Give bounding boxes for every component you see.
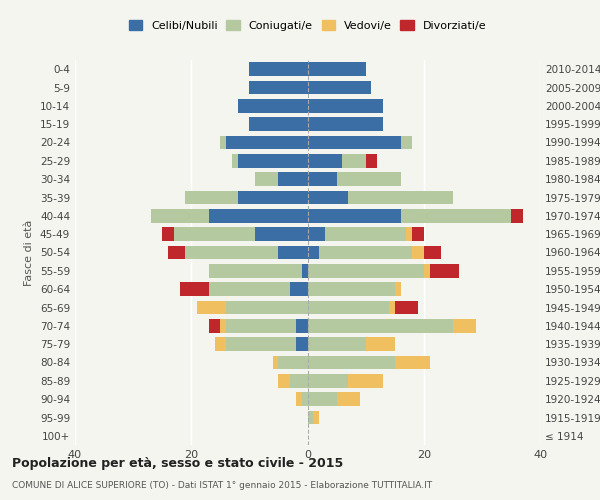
- Bar: [168, 246, 185, 260]
- Bar: [308, 62, 365, 76]
- Bar: [308, 356, 395, 370]
- Bar: [511, 209, 523, 222]
- Bar: [308, 136, 401, 149]
- Bar: [278, 172, 308, 186]
- Bar: [412, 246, 424, 260]
- Bar: [278, 374, 290, 388]
- Bar: [226, 300, 308, 314]
- Bar: [215, 338, 226, 351]
- Bar: [209, 264, 302, 278]
- Bar: [308, 154, 343, 168]
- Bar: [395, 282, 401, 296]
- Bar: [296, 319, 308, 332]
- Bar: [308, 338, 365, 351]
- Bar: [250, 118, 308, 131]
- Bar: [424, 264, 430, 278]
- Bar: [250, 80, 308, 94]
- Y-axis label: Anni di nascita: Anni di nascita: [597, 211, 600, 294]
- Bar: [209, 209, 308, 222]
- Bar: [308, 99, 383, 112]
- Bar: [151, 209, 209, 222]
- Bar: [290, 282, 308, 296]
- Bar: [308, 300, 389, 314]
- Bar: [185, 190, 238, 204]
- Bar: [412, 228, 424, 241]
- Bar: [453, 319, 476, 332]
- Bar: [162, 228, 174, 241]
- Bar: [308, 282, 395, 296]
- Bar: [319, 246, 412, 260]
- Bar: [209, 319, 220, 332]
- Bar: [226, 338, 296, 351]
- Bar: [209, 282, 290, 296]
- Bar: [226, 319, 296, 332]
- Bar: [308, 374, 348, 388]
- Bar: [226, 136, 308, 149]
- Bar: [343, 154, 365, 168]
- Bar: [401, 136, 412, 149]
- Bar: [197, 300, 226, 314]
- Bar: [308, 118, 383, 131]
- Bar: [255, 172, 278, 186]
- Bar: [308, 228, 325, 241]
- Bar: [308, 410, 313, 424]
- Bar: [308, 172, 337, 186]
- Bar: [179, 282, 209, 296]
- Bar: [313, 410, 319, 424]
- Bar: [395, 356, 430, 370]
- Bar: [337, 172, 401, 186]
- Bar: [302, 392, 308, 406]
- Bar: [255, 228, 308, 241]
- Bar: [272, 356, 278, 370]
- Bar: [220, 319, 226, 332]
- Bar: [232, 154, 238, 168]
- Bar: [424, 246, 441, 260]
- Bar: [308, 209, 401, 222]
- Bar: [220, 136, 226, 149]
- Bar: [308, 246, 319, 260]
- Bar: [308, 264, 424, 278]
- Bar: [308, 190, 348, 204]
- Bar: [401, 209, 511, 222]
- Text: Popolazione per età, sesso e stato civile - 2015: Popolazione per età, sesso e stato civil…: [12, 457, 343, 470]
- Bar: [278, 356, 308, 370]
- Bar: [302, 264, 308, 278]
- Legend: Celibi/Nubili, Coniugati/e, Vedovi/e, Divorziati/e: Celibi/Nubili, Coniugati/e, Vedovi/e, Di…: [124, 16, 491, 35]
- Bar: [365, 154, 377, 168]
- Bar: [250, 62, 308, 76]
- Bar: [185, 246, 278, 260]
- Bar: [308, 392, 337, 406]
- Bar: [337, 392, 360, 406]
- Bar: [348, 374, 383, 388]
- Bar: [365, 338, 395, 351]
- Bar: [406, 228, 412, 241]
- Bar: [395, 300, 418, 314]
- Bar: [308, 80, 371, 94]
- Bar: [290, 374, 308, 388]
- Bar: [296, 392, 302, 406]
- Bar: [278, 246, 308, 260]
- Bar: [174, 228, 255, 241]
- Bar: [430, 264, 458, 278]
- Bar: [348, 190, 453, 204]
- Bar: [308, 319, 453, 332]
- Bar: [389, 300, 395, 314]
- Bar: [238, 154, 308, 168]
- Bar: [238, 190, 308, 204]
- Text: COMUNE DI ALICE SUPERIORE (TO) - Dati ISTAT 1° gennaio 2015 - Elaborazione TUTTI: COMUNE DI ALICE SUPERIORE (TO) - Dati IS…: [12, 481, 432, 490]
- Bar: [296, 338, 308, 351]
- Bar: [325, 228, 406, 241]
- Y-axis label: Fasce di età: Fasce di età: [25, 220, 34, 286]
- Bar: [238, 99, 308, 112]
